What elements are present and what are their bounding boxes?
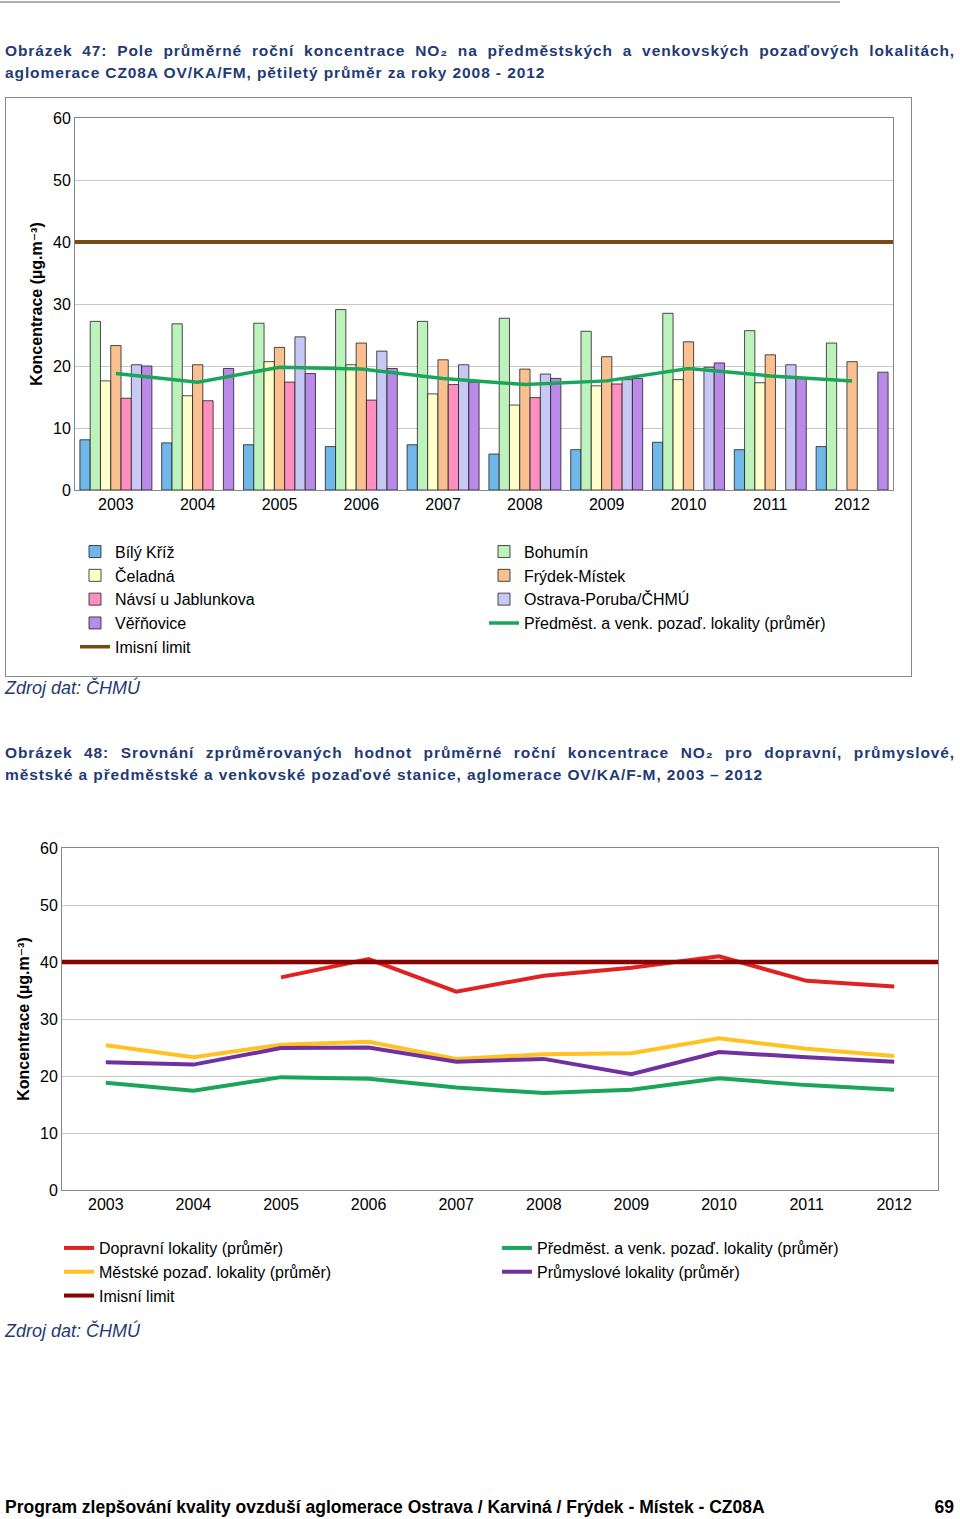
svg-text:30: 30 — [53, 296, 71, 313]
svg-text:2003: 2003 — [98, 496, 134, 513]
svg-text:Imisní limit: Imisní limit — [115, 639, 191, 656]
html-text:Obrázek 48: Srovnání zprůměrov: Obrázek 48: Srovnání zprůměrovaných hodn… — [5, 744, 955, 783]
svg-text:2005: 2005 — [262, 496, 298, 513]
svg-text:Koncentrace (µg.m⁻³): Koncentrace (µg.m⁻³) — [15, 937, 32, 1100]
svg-text:30: 30 — [40, 1011, 58, 1028]
html-text:69: 69 — [934, 1497, 954, 1517]
svg-text:10: 10 — [40, 1125, 58, 1142]
svg-text:2012: 2012 — [834, 496, 870, 513]
svg-text:Věřňovice: Věřňovice — [115, 615, 186, 632]
svg-text:2006: 2006 — [351, 1196, 387, 1213]
svg-text:Čeladná: Čeladná — [115, 567, 175, 585]
svg-text:Městské pozaď. lokality (průmě: Městské pozaď. lokality (průměr) — [99, 1264, 331, 1281]
svg-text:2010: 2010 — [701, 1196, 737, 1213]
svg-text:2006: 2006 — [344, 496, 380, 513]
svg-text:2011: 2011 — [753, 496, 788, 513]
svg-text:2010: 2010 — [671, 496, 707, 513]
svg-text:2005: 2005 — [263, 1196, 299, 1213]
svg-text:60: 60 — [53, 110, 71, 127]
svg-text:2004: 2004 — [180, 496, 216, 513]
svg-text:10: 10 — [53, 420, 71, 437]
svg-text:50: 50 — [40, 897, 58, 914]
svg-text:Předměst. a venk. pozaď. lokal: Předměst. a venk. pozaď. lokality (průmě… — [537, 1240, 839, 1257]
svg-text:60: 60 — [40, 840, 58, 857]
svg-text:2007: 2007 — [438, 1196, 474, 1213]
svg-text:20: 20 — [53, 358, 71, 375]
svg-text:2011: 2011 — [789, 1196, 824, 1213]
html-text:Obrázek 47: Pole průměrné ročn: Obrázek 47: Pole průměrné roční koncentr… — [5, 42, 955, 81]
svg-text:Bílý Kříž: Bílý Kříž — [115, 544, 175, 561]
svg-text:20: 20 — [40, 1068, 58, 1085]
html-text:Zdroj dat: ČHMÚ: Zdroj dat: ČHMÚ — [5, 678, 140, 698]
svg-text:2009: 2009 — [589, 496, 625, 513]
svg-text:2004: 2004 — [176, 1196, 212, 1213]
svg-text:Návsí u Jablunkova: Návsí u Jablunkova — [115, 591, 255, 608]
svg-text:Imisní limit: Imisní limit — [99, 1288, 175, 1305]
svg-text:2012: 2012 — [876, 1196, 912, 1213]
svg-text:2003: 2003 — [88, 1196, 124, 1213]
svg-text:Ostrava-Poruba/ČHMÚ: Ostrava-Poruba/ČHMÚ — [524, 590, 689, 608]
svg-text:40: 40 — [53, 234, 71, 251]
svg-text:Frýdek-Místek: Frýdek-Místek — [524, 568, 626, 585]
html-text:Zdroj dat: ČHMÚ: Zdroj dat: ČHMÚ — [5, 1321, 140, 1341]
svg-text:50: 50 — [53, 172, 71, 189]
svg-text:Bohumín: Bohumín — [524, 544, 588, 561]
svg-text:Průmyslové lokality (průměr): Průmyslové lokality (průměr) — [537, 1264, 740, 1281]
svg-text:Dopravní lokality (průměr): Dopravní lokality (průměr) — [99, 1240, 283, 1257]
svg-text:2008: 2008 — [526, 1196, 562, 1213]
svg-text:2009: 2009 — [614, 1196, 650, 1213]
svg-text:0: 0 — [49, 1182, 58, 1199]
svg-text:Koncentrace (µg.m⁻³): Koncentrace (µg.m⁻³) — [28, 222, 45, 385]
svg-text:0: 0 — [62, 482, 71, 499]
svg-text:2008: 2008 — [507, 496, 543, 513]
svg-text:2007: 2007 — [425, 496, 461, 513]
svg-text:40: 40 — [40, 954, 58, 971]
html-text:Program zlepšování kvality ovz: Program zlepšování kvality ovzduší aglom… — [5, 1497, 765, 1517]
svg-text:Předměst. a venk. pozaď. lokal: Předměst. a venk. pozaď. lokality (průmě… — [524, 615, 826, 632]
